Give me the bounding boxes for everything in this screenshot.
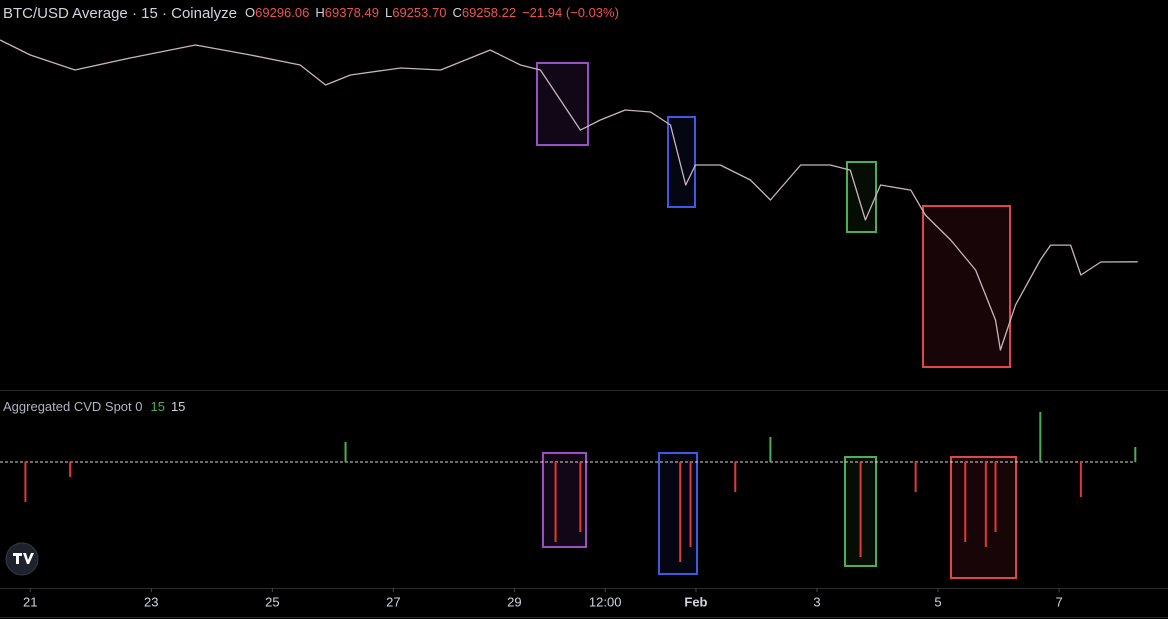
cvd-bar: [69, 462, 72, 477]
x-tick-label: Feb: [684, 594, 707, 609]
change: −21.94 (−0.03%): [522, 5, 619, 20]
indicator-legend: Aggregated CVD Spot 0 15 15: [3, 399, 185, 414]
cvd-bar: [984, 462, 987, 547]
x-tick-label: 27: [386, 594, 400, 609]
cvd-bar: [914, 462, 917, 492]
indicator-name: Aggregated CVD Spot 0: [3, 399, 142, 414]
cvd-bar: [1039, 412, 1042, 462]
cvd-bar: [994, 462, 997, 532]
logo-glyph: [13, 553, 34, 564]
x-tick-label: 5: [934, 594, 941, 609]
cvd-bar: [769, 437, 772, 462]
ohlc-label: O: [245, 5, 255, 20]
cvd-bar: [689, 462, 692, 547]
cvd-bar: [1134, 447, 1137, 462]
ohlc-label: C: [452, 5, 461, 20]
x-tick-label: 7: [1055, 594, 1062, 609]
ohlc-value: 69378.49: [325, 5, 379, 20]
x-tick-label: 12:00: [589, 594, 622, 609]
ohlc-label: H: [315, 5, 324, 20]
highlight-box: [667, 116, 696, 208]
indicator-param: 15: [171, 399, 185, 414]
cvd-bar: [859, 462, 862, 557]
cvd-bar: [554, 462, 557, 542]
indicator-param: 15: [150, 399, 164, 414]
ohlc-value: 69253.70: [392, 5, 446, 20]
logo[interactable]: [5, 542, 39, 576]
legend-title: BTC/USD Average · 15 · Coinalyze O69296.0…: [3, 5, 619, 22]
highlight-box: [950, 456, 1017, 579]
x-tick-label: 23: [144, 594, 158, 609]
price-line: [0, 39, 1138, 351]
ohlc-value: 69258.22: [462, 5, 516, 20]
x-tick-label: 29: [507, 594, 521, 609]
highlight-box: [922, 205, 1011, 368]
symbol-title: BTC/USD Average · 15 · Coinalyze: [3, 5, 237, 22]
cvd-bar: [964, 462, 967, 542]
plot-area: 21 23 25 27 29 12:00 Feb 3 5 7: [0, 39, 1138, 609]
cvd-bar: [24, 462, 27, 502]
cvd-bar: [1079, 462, 1082, 497]
ohlc-label: L: [385, 5, 392, 20]
ohlc-value: 69296.06: [255, 5, 309, 20]
highlights: [536, 62, 1017, 579]
logo-badge[interactable]: [5, 542, 39, 576]
x-tick-label: 21: [23, 594, 37, 609]
cvd-bar: [679, 462, 682, 562]
cvd-bar: [734, 462, 737, 492]
cvd-bar: [579, 462, 582, 532]
highlight-box: [542, 452, 587, 548]
x-tick-label: 25: [265, 594, 279, 609]
x-tick-label: 3: [813, 594, 820, 609]
cvd-bar: [344, 442, 347, 462]
